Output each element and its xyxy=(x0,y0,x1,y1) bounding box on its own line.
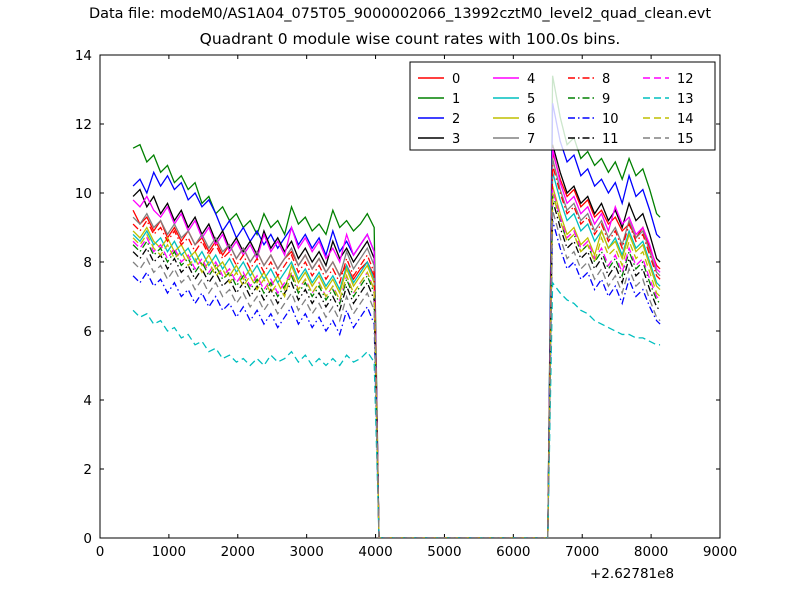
series-line xyxy=(132,210,661,538)
x-tick-label: 4000 xyxy=(358,544,392,560)
series-line xyxy=(132,185,661,538)
legend-label: 7 xyxy=(527,132,535,147)
series-line xyxy=(132,103,661,538)
series-line xyxy=(132,148,661,538)
legend-label: 5 xyxy=(527,92,535,107)
legend-label: 8 xyxy=(602,72,610,87)
series-line xyxy=(132,75,661,538)
legend-label: 9 xyxy=(602,92,610,107)
x-tick-label: 6000 xyxy=(496,544,530,560)
x-tick-label: 3000 xyxy=(289,544,323,560)
y-tick-label: 4 xyxy=(83,393,92,409)
series-line xyxy=(132,158,661,538)
y-tick-label: 8 xyxy=(83,255,92,271)
y-tick-label: 14 xyxy=(75,48,92,64)
series-line xyxy=(132,144,661,538)
series-line xyxy=(132,192,661,538)
series-line xyxy=(132,189,661,538)
legend-box xyxy=(409,61,716,151)
series-line xyxy=(132,280,661,538)
legend-label: 13 xyxy=(677,92,694,107)
legend-label: 4 xyxy=(527,72,535,87)
x-tick-label: 8000 xyxy=(634,544,668,560)
y-tick-label: 10 xyxy=(75,186,92,202)
legend-label: 0 xyxy=(452,72,460,87)
legend-label: 10 xyxy=(602,112,619,127)
legend-label: 14 xyxy=(677,112,694,127)
x-axis-offset-label: +2.62781e8 xyxy=(590,566,675,582)
chart-title: Quadrant 0 module wise count rates with … xyxy=(199,30,621,48)
legend-label: 12 xyxy=(677,72,694,87)
x-tick-label: 9000 xyxy=(703,544,737,560)
data-file-label: Data file: modeM0/AS1A04_075T05_90000020… xyxy=(88,6,712,22)
y-tick-label: 12 xyxy=(75,117,92,133)
legend-label: 3 xyxy=(452,132,460,147)
x-tick-label: 1000 xyxy=(152,544,186,560)
x-tick-label: 7000 xyxy=(565,544,599,560)
y-tick-label: 6 xyxy=(83,324,92,340)
y-tick-label: 0 xyxy=(83,531,92,547)
legend-label: 11 xyxy=(602,132,619,147)
x-tick-label: 2000 xyxy=(221,544,255,560)
series-line xyxy=(132,151,661,538)
series-line xyxy=(132,192,661,538)
y-tick-label: 2 xyxy=(83,462,92,478)
series-line xyxy=(132,165,661,538)
legend-label: 1 xyxy=(452,92,460,107)
series-group xyxy=(132,75,661,538)
x-tick-label: 0 xyxy=(96,544,105,560)
legend-label: 6 xyxy=(527,112,535,127)
legend-label: 15 xyxy=(677,132,694,147)
series-line xyxy=(132,172,661,538)
series-line xyxy=(132,220,661,538)
x-tick-label: 5000 xyxy=(427,544,461,560)
series-line xyxy=(132,199,661,538)
legend-label: 2 xyxy=(452,112,460,127)
